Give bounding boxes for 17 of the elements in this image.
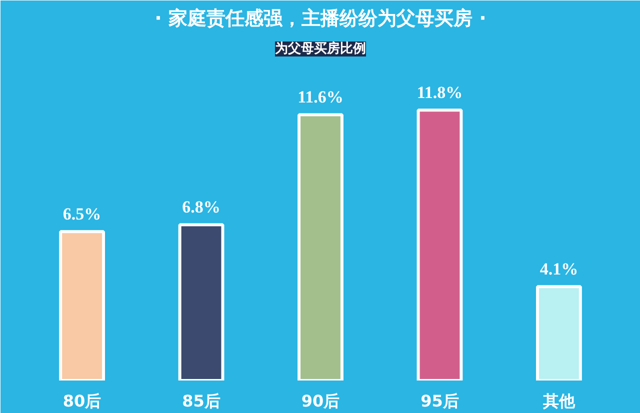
x-tick-label: 80后 bbox=[62, 392, 102, 410]
data-label: 6.5% bbox=[62, 204, 102, 224]
chart-title: · 家庭责任感强，主播纷纷为父母买房 · bbox=[154, 8, 486, 30]
chart-subtitle: 为父母买房比例 bbox=[275, 40, 366, 56]
bar bbox=[59, 230, 105, 380]
bar bbox=[416, 108, 463, 380]
bar bbox=[178, 223, 224, 380]
data-label: 11.8% bbox=[416, 83, 463, 102]
x-tick-label: 95后 bbox=[420, 392, 459, 410]
x-tick-label: 90后 bbox=[301, 392, 340, 410]
data-label: 11.6% bbox=[298, 88, 344, 107]
data-label: 4.1% bbox=[540, 260, 578, 279]
bar bbox=[536, 285, 582, 380]
bar bbox=[298, 113, 344, 380]
data-label: 6.8% bbox=[182, 198, 220, 217]
x-tick-label: 85后 bbox=[182, 392, 220, 410]
x-tick-label: 其他 bbox=[542, 392, 576, 410]
